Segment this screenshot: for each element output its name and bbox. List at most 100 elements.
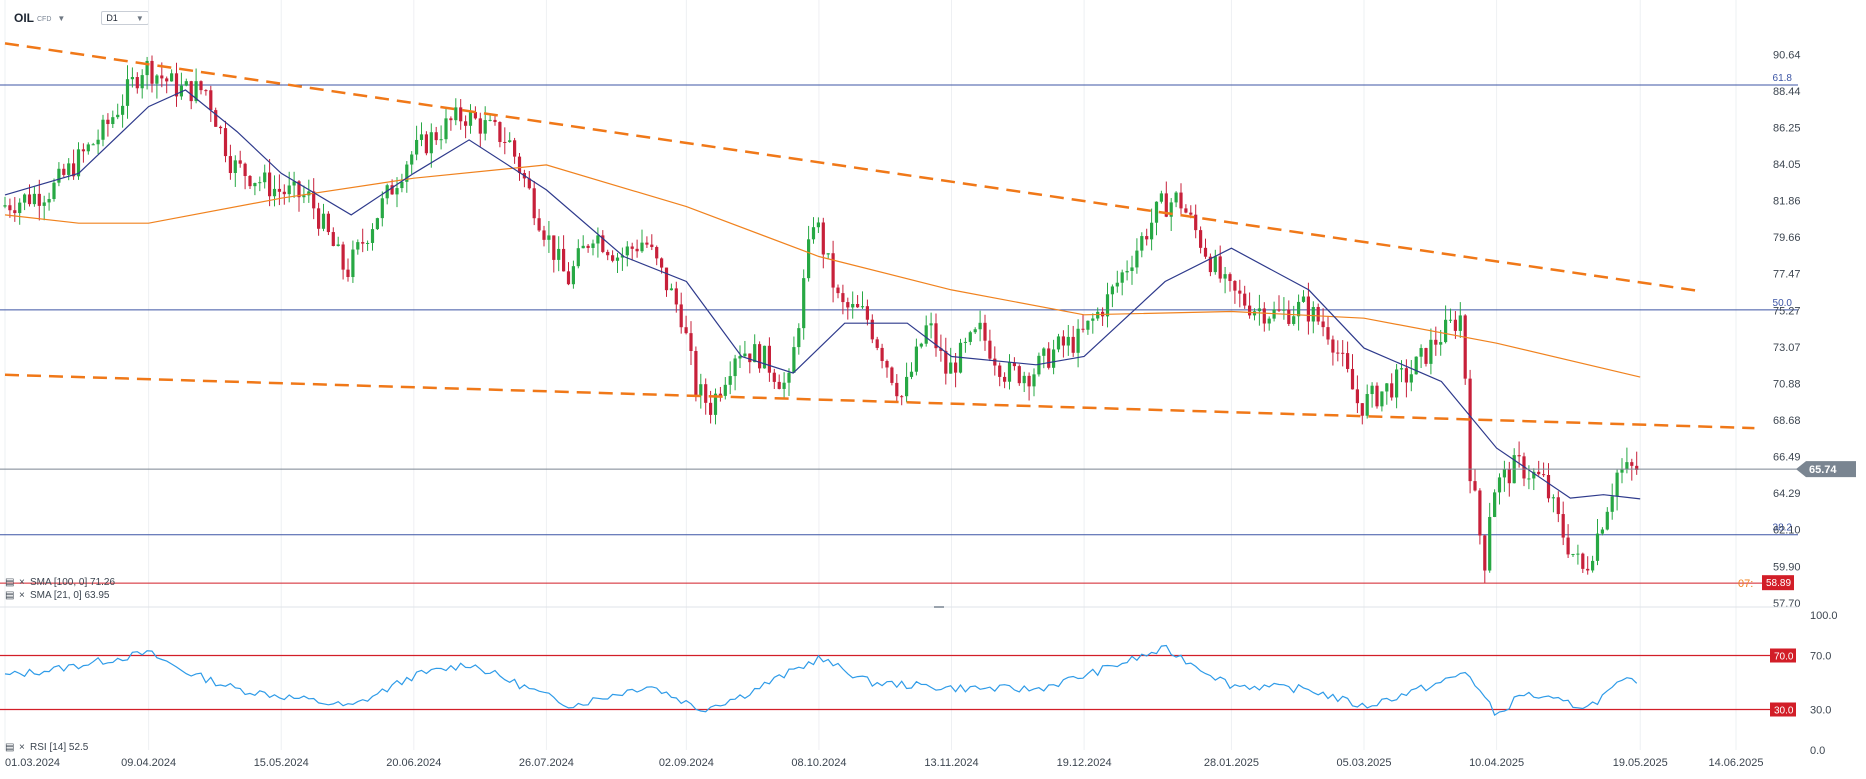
- candle-body: [939, 348, 943, 351]
- candle-body: [27, 194, 32, 205]
- sma100-legend[interactable]: ▤ × SMA [100, 0] 71.26: [5, 577, 115, 588]
- trendline-lower[interactable]: [4, 373, 1755, 430]
- candle-body: [419, 134, 424, 140]
- candle-body: [405, 164, 409, 182]
- candle-body: [312, 191, 316, 209]
- candle-body: [620, 255, 624, 258]
- date-tick: 08.10.2024: [791, 757, 846, 769]
- candle-body: [1581, 553, 1585, 569]
- candle-body: [8, 205, 12, 211]
- candle-body: [253, 183, 257, 187]
- symbol-dropdown-caret-icon[interactable]: ▼: [57, 13, 66, 23]
- sma100-legend-label: SMA [100, 0] 71.26: [30, 577, 115, 588]
- panel-resize-handle[interactable]: [934, 606, 944, 608]
- candle-body: [856, 304, 860, 308]
- candle-body: [32, 193, 36, 205]
- sma21-remove-icon[interactable]: ×: [19, 590, 25, 601]
- candle-body: [1429, 339, 1433, 364]
- candle-body: [326, 213, 330, 233]
- candle-body: [758, 344, 762, 369]
- price-tick: 73.07: [1773, 342, 1801, 354]
- candle-body: [1218, 256, 1222, 279]
- candle-body: [1591, 560, 1595, 571]
- rsi-remove-icon[interactable]: ×: [19, 742, 25, 753]
- candle-body: [875, 339, 879, 348]
- candle-body: [62, 168, 66, 175]
- rsi-legend-icon[interactable]: ▤: [5, 742, 14, 753]
- candle-body: [684, 327, 688, 334]
- candle-body: [1390, 383, 1394, 398]
- candle-body: [890, 367, 894, 383]
- candle-body: [282, 191, 286, 195]
- candle-body: [748, 353, 752, 363]
- timeframe-value: D1: [106, 13, 118, 23]
- candle-body: [709, 402, 713, 415]
- support-price-value: 58.89: [1766, 578, 1791, 589]
- candle-body: [679, 304, 683, 328]
- candle-body: [1365, 394, 1369, 416]
- candle-body: [1546, 474, 1551, 499]
- candle-body: [1321, 321, 1325, 328]
- price-tick: 62.10: [1773, 525, 1801, 537]
- price-tick: 68.68: [1773, 415, 1801, 427]
- candle-body: [361, 242, 365, 244]
- candle-body: [880, 347, 884, 362]
- candle-body: [179, 85, 183, 97]
- candle-body: [72, 163, 76, 177]
- candle-body: [537, 218, 541, 231]
- candle-body: [611, 255, 615, 261]
- candle-body: [410, 154, 414, 165]
- candle-body: [1199, 230, 1203, 248]
- price-tick: 66.49: [1773, 452, 1801, 464]
- trendline-upper[interactable]: [4, 42, 1704, 293]
- candle-body: [1527, 478, 1531, 480]
- candle-body: [356, 242, 360, 250]
- candle-body: [454, 107, 458, 121]
- sma21-legend-icon[interactable]: ▤: [5, 590, 14, 601]
- candle-body: [1164, 193, 1168, 217]
- candle-body: [1154, 201, 1159, 223]
- candle-body: [674, 288, 678, 305]
- candle-body: [1542, 474, 1546, 476]
- candle-body: [870, 319, 874, 340]
- candle-body: [1248, 305, 1252, 316]
- candle-body: [1262, 308, 1266, 324]
- candle-body: [713, 393, 718, 415]
- fib-level-label: 61.8: [1773, 73, 1793, 84]
- price-axis: 90.64 88.44 86.25 84.05 81.86 79.66 77.47 75.27…: [1773, 49, 1801, 610]
- candle-body: [375, 218, 379, 230]
- rsi-axis-tick: 70.0: [1810, 651, 1831, 663]
- support-line-label: 07:: [1738, 578, 1753, 590]
- sma100-remove-icon[interactable]: ×: [19, 577, 25, 588]
- candle-body: [699, 384, 703, 396]
- candle-body: [233, 160, 237, 174]
- candle-body: [1468, 378, 1472, 482]
- candle-body: [1125, 270, 1129, 273]
- candle-body: [292, 181, 296, 186]
- candle-body: [1238, 290, 1242, 294]
- symbol-label[interactable]: OIL: [14, 11, 34, 25]
- candle-body: [1047, 348, 1051, 368]
- candle-body: [1169, 202, 1173, 217]
- candle-body: [1091, 318, 1095, 321]
- candle-body: [1566, 537, 1570, 555]
- candle-body: [988, 340, 992, 359]
- candle-body: [993, 358, 997, 366]
- price-tick: 57.70: [1773, 598, 1801, 610]
- candle-body: [1071, 336, 1075, 353]
- candle-body: [601, 235, 605, 252]
- candle-body: [336, 244, 340, 246]
- candle-body: [508, 140, 512, 143]
- candle-body: [1194, 214, 1198, 231]
- price-tick: 79.66: [1773, 232, 1801, 244]
- candle-body: [821, 222, 825, 255]
- candle-body: [1355, 389, 1359, 404]
- candle-body: [895, 382, 899, 397]
- candle-body: [1404, 368, 1408, 383]
- sma21-legend[interactable]: ▤ × SMA [21, 0] 63.95: [5, 590, 110, 601]
- candle-body: [816, 222, 820, 228]
- sma100-legend-icon[interactable]: ▤: [5, 577, 14, 588]
- rsi-legend[interactable]: ▤ × RSI [14] 52.5: [5, 742, 89, 753]
- candle-body: [1037, 355, 1041, 375]
